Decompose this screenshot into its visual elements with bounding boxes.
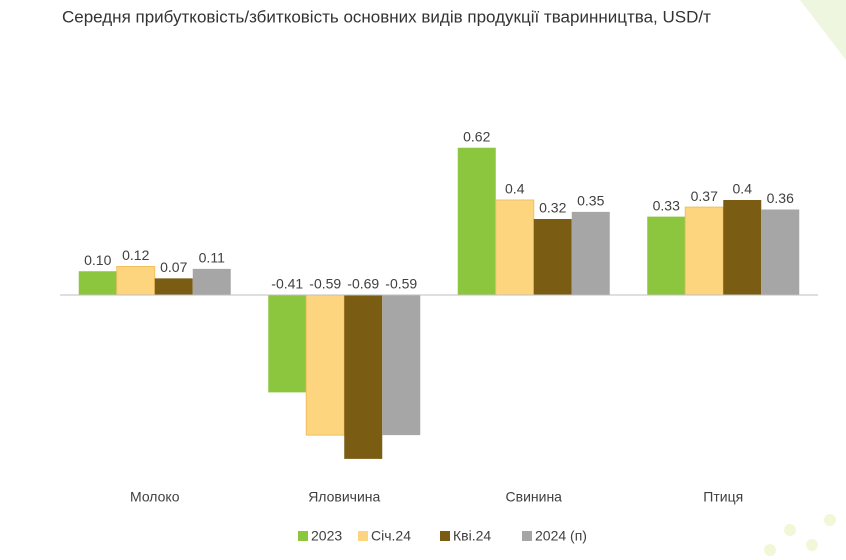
value-label: -0.41 [271, 276, 303, 292]
bar [761, 209, 800, 295]
bar [571, 211, 610, 295]
x-tick-label: Свинина [506, 489, 563, 505]
x-tick-label: Яловичина [308, 489, 380, 505]
corner-decoration [800, 0, 846, 60]
legend-label: Кві.24 [453, 528, 491, 544]
bar [533, 219, 572, 295]
bar [268, 295, 307, 393]
value-label: -0.69 [347, 276, 379, 292]
legend-label: 2023 [311, 528, 342, 544]
dot-decoration [824, 514, 836, 526]
value-label: 0.35 [577, 193, 604, 209]
value-label: 0.37 [691, 188, 718, 204]
bar [382, 295, 421, 436]
bar [154, 278, 193, 295]
value-label: 0.32 [539, 200, 566, 216]
bar [647, 216, 686, 295]
dot-decoration [784, 524, 796, 536]
value-label: 0.4 [505, 181, 525, 197]
bar [495, 199, 535, 296]
value-label: -0.59 [309, 276, 341, 292]
value-label: 0.07 [160, 259, 187, 275]
bar [305, 294, 345, 436]
legend-swatch [522, 531, 532, 541]
bar [457, 147, 496, 295]
bar [116, 266, 156, 296]
legend-label: 2024 (п) [535, 528, 587, 544]
value-label: 0.62 [463, 128, 490, 144]
dot-decoration [764, 544, 776, 556]
bar [78, 271, 117, 295]
legend-swatch [358, 531, 368, 541]
dot-decoration [806, 539, 818, 551]
bar [723, 200, 762, 295]
value-label: 0.11 [199, 250, 225, 266]
x-tick-label: Молоко [130, 489, 180, 505]
value-label: 0.4 [733, 181, 753, 197]
bar [344, 295, 383, 459]
value-label: 0.12 [122, 247, 149, 263]
chart-title: Середня прибутковість/збитковість основн… [62, 7, 711, 26]
legend-swatch [298, 531, 308, 541]
x-tick-label: Птиця [703, 489, 743, 505]
value-label: 0.33 [653, 197, 680, 213]
value-label: -0.59 [385, 276, 417, 292]
bar [684, 206, 724, 296]
value-label: 0.10 [84, 252, 111, 268]
legend-label: Січ.24 [371, 528, 411, 544]
bar [192, 268, 231, 295]
value-label: 0.36 [767, 190, 794, 206]
legend-swatch [440, 531, 450, 541]
